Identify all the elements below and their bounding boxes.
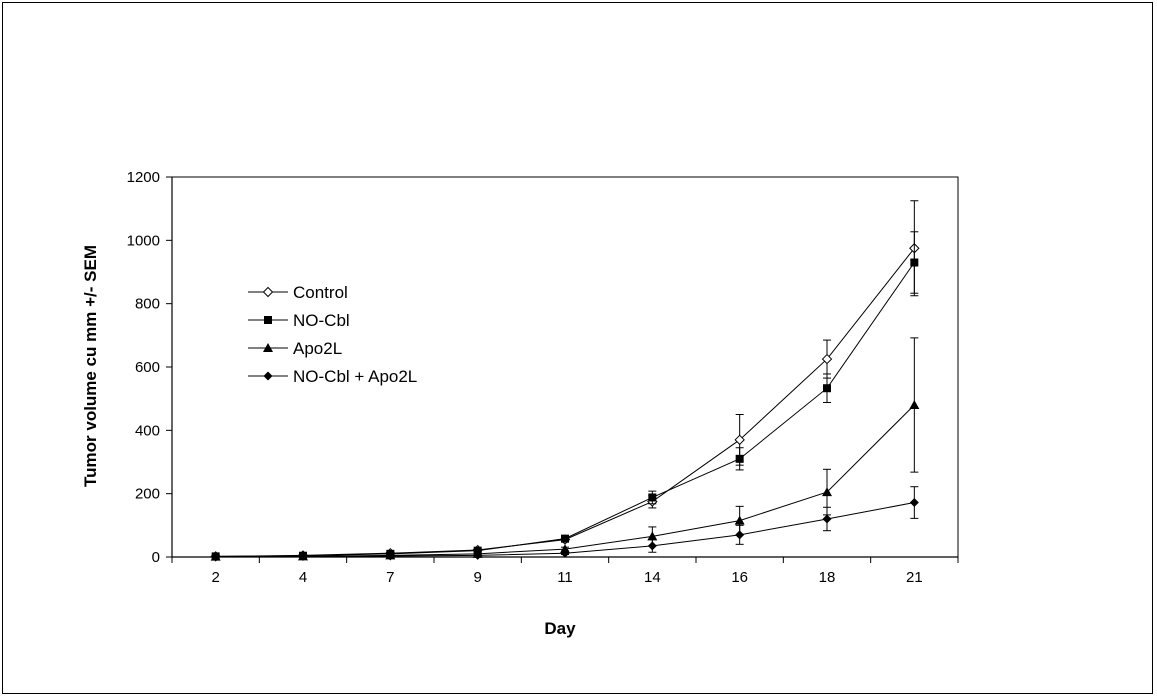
data-point [560,544,570,554]
legend-item: NO-Cbl + Apo2L [248,367,417,386]
y-axis-title: Tumor volume cu mm +/- SEM [81,245,100,487]
legend-marker [263,343,273,352]
legend-item: NO-Cbl [248,311,350,330]
data-point [561,534,569,543]
x-tick-label: 4 [299,569,307,586]
data-point [909,400,920,409]
legend-label: NO-Cbl + Apo2L [293,367,417,386]
x-tick-label: 18 [819,569,836,586]
legend: Control NO-Cbl Apo2L NO-Cbl + Apo2L [248,283,417,386]
y-tick-label: 1000 [127,232,160,249]
x-axis-title: Day [544,619,576,638]
data-point [734,434,745,446]
legend-marker [263,371,273,381]
y-tick-label: 800 [135,296,160,313]
series-3 [211,486,919,562]
legend-label: NO-Cbl [293,311,350,330]
x-tick-label: 2 [211,569,219,586]
data-point [734,515,745,525]
data-point [735,530,745,540]
y-tick-label: 400 [135,422,160,439]
data-point [823,384,831,393]
x-tick-label: 11 [557,569,573,586]
data-point [298,551,308,561]
data-point [910,258,919,267]
y-tick-label: 0 [152,549,160,566]
x-tick-label: 9 [473,569,481,586]
data-layer [210,200,920,562]
series-line [215,404,915,558]
legend-marker [262,286,274,298]
y-tick-label: 1200 [127,169,160,186]
data-point [385,551,395,561]
series-line [215,262,915,557]
data-point [822,514,832,524]
x-tick-label: 16 [731,569,748,586]
legend-item: Apo2L [248,339,342,358]
y-tick-label: 600 [135,359,160,376]
data-point [560,548,570,558]
legend-label: Apo2L [293,339,342,358]
plot-area-border [171,176,959,558]
data-point [473,550,483,560]
data-point [822,487,832,497]
legend-marker [264,316,272,324]
legend-item: Control [248,283,348,302]
data-point [647,531,658,541]
data-point [647,541,657,551]
data-point [648,493,657,502]
data-point [821,353,833,365]
x-tick-label: 7 [386,569,394,586]
x-tick-label: 14 [644,569,661,586]
legend-label: Control [293,283,348,302]
y-tick-label: 200 [135,486,160,503]
data-point [735,454,744,463]
data-point [909,498,919,508]
series-1 [211,231,919,561]
x-tick-label: 21 [906,569,923,586]
data-point [211,552,221,562]
axes-layer: 0 200 400 600 800 1000 1200 2 4 7 9 11 14 16 18 21 [127,169,959,586]
